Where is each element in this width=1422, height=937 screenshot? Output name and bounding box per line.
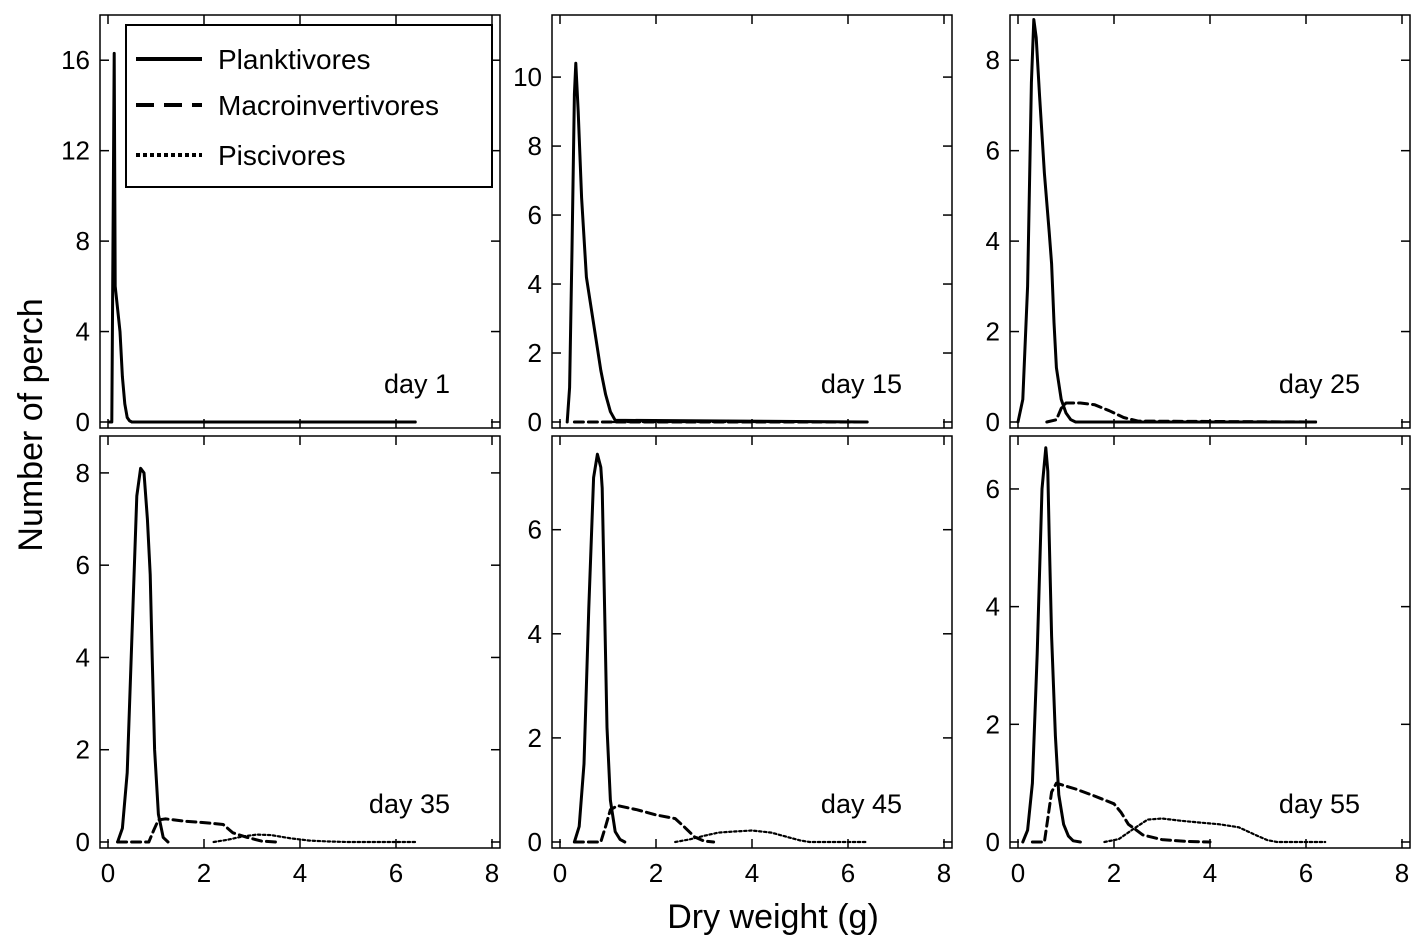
y-tick-label: 8: [76, 226, 90, 256]
y-tick-label: 4: [528, 269, 542, 299]
x-tick-label: 6: [389, 858, 403, 888]
legend-label-macroinvertivores: Macroinvertivores: [218, 90, 439, 121]
x-tick-label: 0: [101, 858, 115, 888]
y-tick-label: 6: [76, 550, 90, 580]
legend-label-planktivores: Planktivores: [218, 44, 371, 75]
panel-day-1: 0 4 8 12 16 day 1: [61, 14, 501, 437]
series-planktivores: [107, 51, 417, 424]
x-tick-label: 8: [1395, 858, 1409, 888]
y-tick-label: 4: [986, 226, 1000, 256]
panel-label: day 45: [821, 789, 902, 819]
y-tick-label: 8: [76, 458, 90, 488]
y-tick-label: 0: [986, 827, 1000, 857]
y-tick-label: 0: [528, 407, 542, 437]
y-tick-label: 12: [61, 136, 90, 166]
series-piscivores: [674, 829, 869, 844]
panel-label: day 55: [1279, 789, 1360, 819]
series-planktivores: [1021, 446, 1082, 844]
panel-frame: [99, 435, 501, 849]
x-axis-title: Dry weight (g): [667, 898, 879, 936]
series-planktivores: [572, 452, 627, 844]
x-tick-label: 8: [485, 858, 499, 888]
panel-day-15: 0 2 4 6 8 10 day 15: [513, 14, 953, 437]
y-axis-title: Number of perch: [12, 298, 50, 551]
legend-box: [125, 24, 493, 188]
legend: Planktivores Macroinvertivores Piscivore…: [125, 24, 493, 188]
panel-frame: [551, 435, 953, 849]
y-tick-label: 8: [986, 45, 1000, 75]
series-macroinvertivores: [572, 804, 716, 844]
panel-frame: [1009, 14, 1411, 429]
y-tick-label: 4: [76, 642, 90, 672]
x-tick-label: 2: [197, 858, 211, 888]
panel-day-45: 0 2 4 6 8 0 2 4 6 day 45: [528, 435, 953, 888]
panel-day-35: 0 2 4 6 8 0 2 4 6 8 day 35: [76, 435, 501, 888]
series-planktivores: [565, 61, 869, 424]
panel-frame: [551, 14, 953, 429]
panel-day-55: 0 2 4 6 8 0 2 4 6 day 55: [986, 435, 1411, 888]
y-tick-label: 6: [528, 515, 542, 545]
panel-label: day 1: [384, 369, 450, 399]
x-tick-label: 4: [745, 858, 759, 888]
x-tick-label: 6: [1299, 858, 1313, 888]
y-tick-label: 4: [986, 592, 1000, 622]
y-tick-label: 2: [528, 338, 542, 368]
series-planktivores: [1016, 18, 1318, 424]
panels: 0 4 8 12 16 day 1 0 2 4 6 8 10 day 15 0 2 4 6 8 day 25 0 2 4 6…: [61, 14, 1411, 888]
x-tick-label: 2: [649, 858, 663, 888]
y-tick-label: 6: [986, 474, 1000, 504]
y-tick-label: 0: [528, 827, 542, 857]
series-planktivores: [116, 466, 170, 844]
x-tick-label: 0: [1011, 858, 1025, 888]
y-tick-label: 8: [528, 131, 542, 161]
panel-label: day 25: [1279, 369, 1360, 399]
x-tick-label: 0: [553, 858, 567, 888]
y-tick-label: 16: [61, 45, 90, 75]
y-tick-label: 6: [528, 200, 542, 230]
series-piscivores: [212, 833, 417, 844]
y-tick-label: 2: [986, 709, 1000, 739]
x-tick-label: 2: [1107, 858, 1121, 888]
y-tick-label: 0: [76, 407, 90, 437]
x-tick-label: 8: [937, 858, 951, 888]
panel-label: day 35: [369, 789, 450, 819]
y-tick-label: 6: [986, 136, 1000, 166]
y-tick-label: 4: [528, 619, 542, 649]
legend-label-piscivores: Piscivores: [218, 140, 346, 171]
y-tick-label: 2: [528, 723, 542, 753]
panel-label: day 15: [821, 369, 902, 399]
y-tick-label: 4: [76, 317, 90, 347]
series-piscivores: [1103, 817, 1327, 844]
y-tick-label: 0: [76, 827, 90, 857]
x-tick-label: 4: [293, 858, 307, 888]
y-tick-label: 0: [986, 407, 1000, 437]
y-tick-label: 10: [513, 62, 542, 92]
y-tick-label: 2: [76, 735, 90, 765]
panel-day-25: 0 2 4 6 8 day 25: [986, 14, 1411, 437]
series-macroinvertivores: [1045, 401, 1318, 424]
series-macroinvertivores: [116, 817, 278, 844]
x-tick-label: 4: [1203, 858, 1217, 888]
y-tick-label: 2: [986, 317, 1000, 347]
x-tick-label: 6: [841, 858, 855, 888]
